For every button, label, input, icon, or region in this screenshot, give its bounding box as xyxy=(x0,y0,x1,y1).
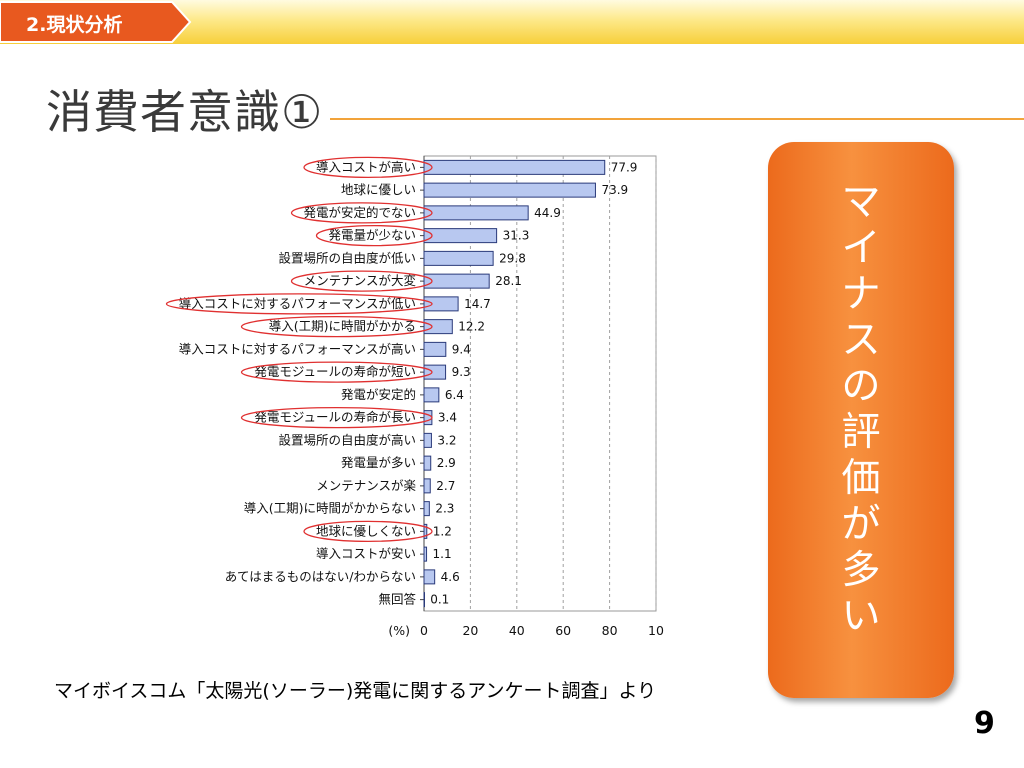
bar xyxy=(423,592,425,608)
bar xyxy=(423,501,430,517)
x-tick-label: 40 xyxy=(509,623,525,638)
value-label: 77.9 xyxy=(611,160,638,174)
bar xyxy=(423,205,529,221)
category-label: 導入コストが高い xyxy=(316,159,416,174)
x-tick-label: 80 xyxy=(602,623,618,638)
section-tab xyxy=(0,1,192,43)
bar xyxy=(423,273,490,289)
plot-area xyxy=(423,155,657,612)
bar-chart: 77.9 導入コストが高い 73.9 地球に優しい 44.9 発電が安定的でない 31.3 発… xyxy=(165,155,664,638)
value-label: 1.1 xyxy=(433,547,452,561)
value-label: 29.8 xyxy=(499,251,526,265)
value-label: 31.3 xyxy=(503,229,530,243)
highlight-ellipse xyxy=(303,520,433,543)
bar xyxy=(423,523,428,539)
category-label: 発電量が多い xyxy=(341,455,416,470)
value-label: 1.2 xyxy=(433,524,452,538)
bar xyxy=(423,546,428,562)
bar xyxy=(423,341,447,357)
highlight-ellipse xyxy=(290,202,433,224)
title-underline xyxy=(330,118,1024,120)
highlight-ellipse xyxy=(165,293,433,315)
category-label: 無回答 xyxy=(378,592,416,607)
x-tick-label: 20 xyxy=(462,623,478,638)
highlight-ellipse xyxy=(315,224,433,247)
category-label: 発電量が少ない xyxy=(328,228,416,243)
unit-label: (%) xyxy=(388,623,410,638)
category-label: あてはまるものはない/わからない xyxy=(225,569,416,584)
slide-title: 消費者意識① xyxy=(46,85,324,139)
bar xyxy=(423,478,431,494)
highlight-ellipse xyxy=(303,156,433,179)
callout-box: マイナスの評価が多い xyxy=(768,142,954,698)
category-label: 設置場所の自由度が高い xyxy=(278,432,416,447)
category-label: メンテナンスが大変 xyxy=(304,273,416,288)
bar xyxy=(423,432,432,448)
category-label: 発電モジュールの寿命が長い xyxy=(254,410,416,425)
value-label: 2.9 xyxy=(437,456,456,470)
value-label: 73.9 xyxy=(601,183,628,197)
category-label: 地球に優しい xyxy=(341,182,416,197)
bar xyxy=(423,319,453,335)
value-label: 9.3 xyxy=(452,365,471,379)
category-label: 設置場所の自由度が低い xyxy=(278,250,416,265)
bar xyxy=(423,410,433,426)
bar xyxy=(423,296,459,312)
category-label: 導入コストに対するパフォーマンスが高い xyxy=(179,341,416,356)
category-label: 発電が安定的でない xyxy=(303,205,416,220)
value-label: 3.2 xyxy=(437,433,456,447)
bar xyxy=(423,228,498,244)
category-label: 地球に優しくない xyxy=(316,523,416,538)
highlight-ellipse xyxy=(240,406,433,429)
bar xyxy=(423,182,596,198)
category-label: 導入コストに対するパフォーマンスが低い xyxy=(179,296,416,311)
value-label: 4.6 xyxy=(441,570,460,584)
bar xyxy=(423,250,494,266)
bar xyxy=(423,364,447,380)
value-label: 3.4 xyxy=(438,411,457,425)
highlight-ellipse xyxy=(290,270,433,292)
value-label: 9.4 xyxy=(452,342,471,356)
value-label: 2.7 xyxy=(436,479,455,493)
highlight-ellipse xyxy=(240,315,433,338)
bar xyxy=(423,569,436,585)
x-tick-label: 0 xyxy=(420,623,428,638)
x-tick-label: 60 xyxy=(555,623,571,638)
value-label: 12.2 xyxy=(458,320,485,334)
page-number: 9 xyxy=(974,706,995,741)
bar xyxy=(423,159,606,175)
category-label: 発電が安定的 xyxy=(341,387,416,402)
highlight-ellipse xyxy=(240,361,433,383)
category-label: 導入(工期)に時間がかかる xyxy=(269,319,416,334)
callout-text: マイナスの評価が多い xyxy=(841,180,881,639)
x-tick-label: 10 xyxy=(648,623,664,638)
category-label: メンテナンスが楽 xyxy=(316,478,416,493)
value-label: 28.1 xyxy=(495,274,522,288)
value-label: 0.1 xyxy=(430,593,449,607)
category-label: 発電モジュールの寿命が短い xyxy=(254,364,416,379)
bar xyxy=(423,387,440,403)
section-label: 2.現状分析 xyxy=(26,14,123,36)
category-label: 導入コストが安い xyxy=(316,546,416,561)
source-caption: マイボイスコム「太陽光(ソーラー)発電に関するアンケート調査」より xyxy=(54,680,657,702)
value-label: 2.3 xyxy=(435,502,454,516)
category-label: 導入(工期)に時間がかからない xyxy=(244,501,416,516)
value-label: 44.9 xyxy=(534,206,561,220)
bar xyxy=(423,455,432,471)
value-label: 6.4 xyxy=(445,388,464,402)
value-label: 14.7 xyxy=(464,297,491,311)
